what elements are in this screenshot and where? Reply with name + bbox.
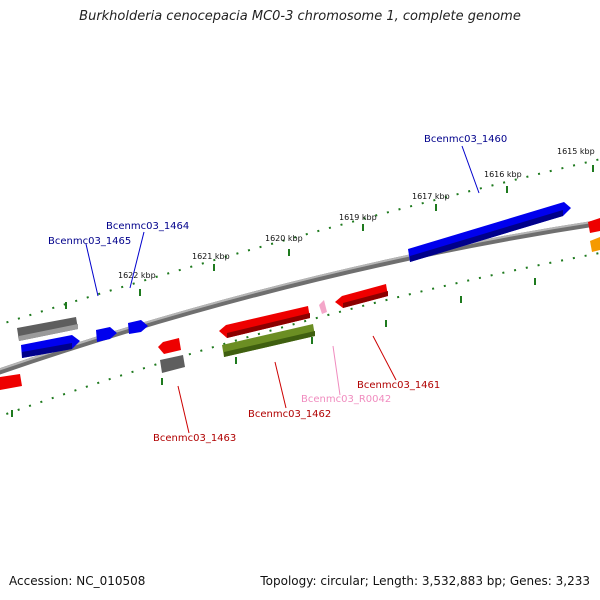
rna-gene-bar[interactable] [222,324,315,357]
gene-bcenmc03-1461-arrow[interactable] [335,284,388,308]
gene-right-edge-arrow[interactable] [588,218,600,233]
gene-label-bcenmc03-1463[interactable]: Bcenmc03_1463 [153,433,236,444]
gene-label-bcenmc03-1464[interactable]: Bcenmc03_1464 [106,221,189,232]
tick-label: 1621 kbp [192,252,230,261]
gene-bcenmc03-1463-arrow[interactable] [158,338,181,354]
genome-summary-text: Topology: circular; Length: 3,532,883 bp… [260,574,590,588]
gene-bcenmc03-1462-arrow[interactable] [219,306,310,338]
accession-text: Accession: NC_010508 [9,574,146,588]
gene-right-edge-orange-arrow[interactable] [590,237,600,252]
ncrna-bcenmc03-r0042-marker[interactable] [319,300,327,314]
tick-label: 1619 kbp [339,213,377,222]
gene-left-edge-arrow[interactable] [0,374,22,390]
major-ticks [11,165,594,417]
map-title: Burkholderia cenocepacia MC0-3 chromosom… [79,9,521,24]
gene-bcenmc03-1464b-arrow[interactable] [128,320,148,334]
tick-label: 1620 kbp [265,234,303,243]
gene-label-bcenmc03-r0042[interactable]: Bcenmc03_R0042 [301,394,391,405]
pseudogene-bar[interactable] [17,317,78,341]
gene-label-bcenmc03-1465[interactable]: Bcenmc03_1465 [48,236,131,247]
tick-label: 1615 kbp [557,147,595,156]
gene-label-bcenmc03-1462[interactable]: Bcenmc03_1462 [248,409,331,420]
tick-label: 1616 kbp [484,170,522,179]
label-leader-lines [85,145,480,434]
gene-bcenmc03-1464-arrow[interactable] [96,327,117,342]
pseudogene-bar[interactable] [160,355,185,373]
tick-label: 1622 kbp [118,271,156,280]
genome-backbone [0,219,600,375]
gene-label-bcenmc03-1461[interactable]: Bcenmc03_1461 [357,380,440,391]
gene-label-bcenmc03-1460[interactable]: Bcenmc03_1460 [424,134,507,145]
tick-label: 1617 kbp [412,192,450,201]
gene-bcenmc03-1465-arrow[interactable] [21,335,80,358]
gene-bcenmc03-1460-arrow[interactable] [408,202,571,262]
